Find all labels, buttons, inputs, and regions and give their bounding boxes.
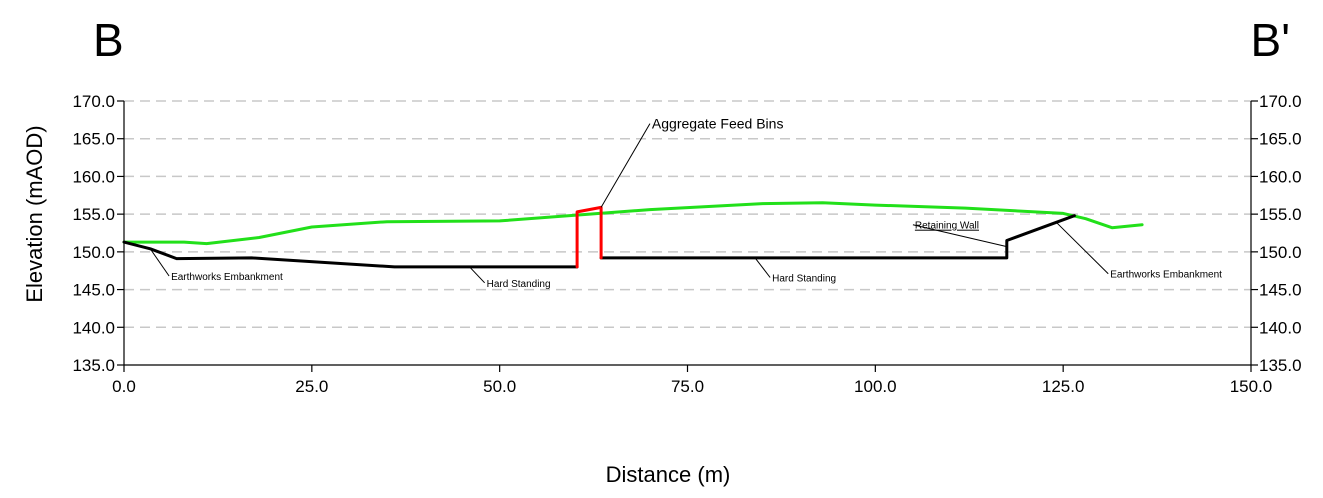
annotation-leader [754,257,771,278]
annotation-label: Hard Standing [487,279,551,290]
x-tick-label: 75.0 [671,377,704,396]
y-tick-label: 145.0 [1259,281,1302,300]
x-tick-label: 25.0 [295,377,328,396]
y-tick-label: 165.0 [1259,130,1302,149]
annotations: Aggregate Feed Bins Earthworks Embankment… [149,116,1222,290]
annotation-leader [469,266,486,284]
x-tick-label: 100.0 [854,377,897,396]
section-start-label: B [93,14,124,66]
y-tick-label: 160.0 [1259,167,1302,186]
profile-line [122,201,1144,246]
annotation-leader [600,123,651,208]
annotation-label: Earthworks Embankment [1110,270,1222,281]
y-axis-right-ticks: 135.0 140.0 145.0 150.0 155.0 160.0 165.0 170.0 [1251,92,1302,375]
y-tick-label: 170.0 [72,92,115,111]
profile-line [122,240,579,269]
axes [123,101,1252,366]
x-axis-ticks: 0.0 25.0 50.0 75.0 100.0 125.0 150.0 [112,365,1272,396]
y-tick-label: 140.0 [72,318,115,337]
profile-line [575,205,603,269]
x-tick-label: 0.0 [112,377,136,396]
y-axis-title: Elevation (mAOD) [22,125,47,302]
profile-series [122,201,1144,269]
y-tick-label: 155.0 [1259,205,1302,224]
profile-line [599,214,1076,260]
y-tick-label: 150.0 [72,243,115,262]
x-axis-title: Distance (m) [606,462,731,487]
annotation-label: Earthworks Embankment [171,272,283,283]
y-tick-label: 135.0 [1259,356,1302,375]
annotation-label: Aggregate Feed Bins [652,116,784,132]
y-tick-label: 170.0 [1259,92,1302,111]
section-end-label: B' [1251,14,1290,66]
annotation-leader [912,224,1007,248]
annotation-label: Retaining Wall [915,221,979,232]
y-tick-label: 155.0 [72,205,115,224]
y-tick-label: 135.0 [72,356,115,375]
grid-lines [124,100,1251,329]
x-tick-label: 50.0 [483,377,516,396]
y-tick-label: 145.0 [72,281,115,300]
x-tick-label: 125.0 [1042,377,1085,396]
x-tick-label: 150.0 [1230,377,1273,396]
y-tick-label: 160.0 [72,167,115,186]
y-tick-label: 150.0 [1259,243,1302,262]
annotation-leader [1055,221,1109,275]
annotation-leader [149,248,170,277]
annotation-label: Hard Standing [772,274,836,285]
y-tick-label: 165.0 [72,130,115,149]
y-axis-left-ticks: 135.0 140.0 145.0 150.0 155.0 160.0 165.0 170.0 [72,92,124,375]
y-tick-label: 140.0 [1259,318,1302,337]
